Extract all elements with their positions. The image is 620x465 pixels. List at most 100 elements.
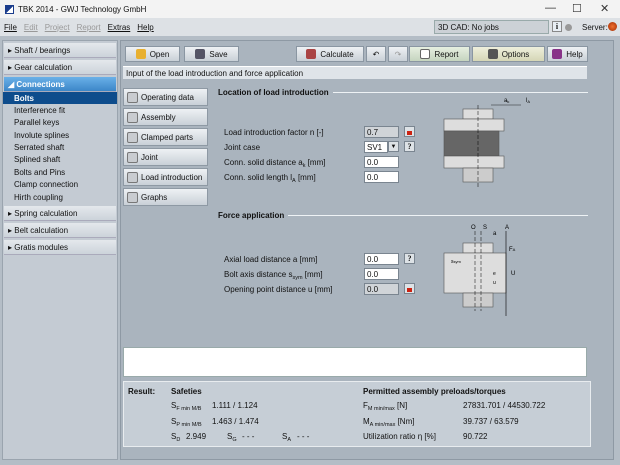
- sidebar: ▸ Shaft / bearings ▸ Gear calculation ◢ …: [2, 40, 118, 460]
- ak-label: Conn. solid distance ak [mm]: [224, 158, 326, 169]
- graphs-icon: [127, 191, 138, 203]
- server-status-icon: [608, 22, 617, 31]
- options-icon: [487, 49, 498, 59]
- sidebar-item-bolts[interactable]: Bolts: [3, 92, 117, 105]
- joint-case-label: Joint case: [224, 143, 261, 152]
- sa-value: - - -: [297, 432, 310, 441]
- joint-case-select[interactable]: SV1: [364, 141, 388, 153]
- a-field[interactable]: 0.0: [364, 253, 399, 265]
- sidebar-item-interference-fit[interactable]: Interference fit: [14, 105, 66, 115]
- sidebar-group-spring-calculation[interactable]: ▸ Spring calculation: [4, 205, 116, 221]
- lock-icon[interactable]: [404, 126, 415, 137]
- fm-value: 27831.701 / 44530.722: [463, 401, 546, 410]
- maximize-button[interactable]: ☐: [572, 3, 582, 15]
- ssym-label: Bolt axis distance ssym [mm]: [224, 270, 323, 281]
- disk-icon: [195, 49, 206, 59]
- svg-text:U: U: [511, 271, 515, 277]
- svg-text:ssym: ssym: [451, 259, 462, 265]
- joint-button[interactable]: Joint: [123, 148, 208, 166]
- svg-text:A: A: [505, 225, 509, 231]
- cad-status: 3D CAD: No jobs: [434, 20, 549, 34]
- status-dot-icon: [565, 24, 572, 31]
- a-label: Axial load distance a [mm]: [224, 255, 318, 264]
- sg-label: SG: [227, 432, 237, 443]
- sidebar-item-hirth-coupling[interactable]: Hirth coupling: [14, 192, 63, 202]
- svg-text:u: u: [493, 280, 496, 286]
- u-field: 0.0: [364, 283, 399, 295]
- force-application-diagram: O S A a ssym e u U FA: [443, 225, 516, 316]
- ak-diagram-label: ak: [504, 98, 509, 104]
- message-area: [123, 347, 587, 377]
- joint-icon: [127, 151, 138, 163]
- lock-icon[interactable]: [404, 283, 415, 294]
- load-introduction-diagram: ak lA: [443, 98, 530, 187]
- svg-text:S: S: [483, 225, 487, 231]
- report-button[interactable]: Report: [409, 46, 470, 62]
- sidebar-group-shaft-bearings[interactable]: ▸ Shaft / bearings: [4, 43, 116, 58]
- server-label: Server:: [582, 23, 608, 32]
- clamped-parts-button[interactable]: Clamped parts: [123, 128, 208, 146]
- sf-label: SF min M/B: [171, 401, 202, 412]
- menu-file[interactable]: File: [4, 22, 17, 32]
- sidebar-item-involute-splines[interactable]: Involute splines: [14, 130, 70, 140]
- calculate-button[interactable]: Calculate: [296, 46, 364, 62]
- svg-text:e: e: [493, 271, 496, 277]
- title-bar: TBK 2014 - GWJ Technology GmbH — ☐ ✕: [0, 0, 620, 18]
- a-help-button[interactable]: ?: [404, 253, 415, 264]
- sidebar-item-splined-shaft[interactable]: Splined shaft: [14, 155, 61, 165]
- sidebar-group-connections[interactable]: ◢ Connections: [4, 77, 116, 92]
- n-label: Load introduction factor n [-]: [224, 128, 324, 137]
- help-button[interactable]: Help: [547, 46, 588, 62]
- folder-icon: [135, 49, 146, 59]
- la-field[interactable]: 0.0: [364, 171, 399, 183]
- section-location-heading: Location of load introduction: [218, 88, 588, 97]
- graphs-button[interactable]: Graphs: [123, 188, 208, 206]
- close-button[interactable]: ✕: [600, 3, 610, 15]
- info-icon[interactable]: i: [552, 21, 562, 32]
- sp-label: SP min M/B: [171, 417, 202, 428]
- dropdown-arrow-icon[interactable]: ▼: [388, 141, 399, 152]
- page-subtitle: Input of the load introduction and force…: [123, 66, 587, 79]
- calculator-icon: [306, 49, 317, 59]
- window-title: TBK 2014 - GWJ Technology GmbH: [18, 4, 147, 14]
- load-introduction-button[interactable]: Load introduction: [123, 168, 208, 186]
- help-book-icon: [552, 49, 563, 59]
- sidebar-group-belt-calculation[interactable]: ▸ Belt calculation: [4, 222, 116, 238]
- svg-text:FA: FA: [509, 247, 516, 253]
- sidebar-item-parallel-keys[interactable]: Parallel keys: [14, 118, 60, 128]
- sidebar-group-gratis-modules[interactable]: ▸ Gratis modules: [4, 239, 116, 255]
- load-introduction-icon: [127, 171, 138, 183]
- undo-button[interactable]: ↶: [366, 46, 386, 62]
- utilization-label: Utilization ratio η [%]: [363, 432, 436, 441]
- menu-edit: Edit: [23, 22, 38, 32]
- sidebar-item-clamp-connection[interactable]: Clamp connection: [14, 180, 79, 190]
- sa-label: SA: [282, 432, 292, 443]
- section-force-heading: Force application: [218, 211, 588, 220]
- u-label: Opening point distance u [mm]: [224, 285, 333, 294]
- ma-value: 39.737 / 63.579: [463, 417, 519, 426]
- joint-help-button[interactable]: ?: [404, 141, 415, 152]
- redo-button: ↷: [388, 46, 408, 62]
- sidebar-item-serrated-shaft[interactable]: Serrated shaft: [14, 143, 65, 153]
- operating-data-icon: [127, 91, 138, 103]
- save-button[interactable]: Save: [184, 46, 239, 62]
- menu-help[interactable]: Help: [137, 22, 154, 32]
- result-label: Result:: [128, 387, 156, 396]
- menu-report: Report: [76, 22, 101, 32]
- svg-text:O: O: [471, 225, 476, 231]
- assembly-icon: [127, 111, 138, 123]
- sp-value: 1.463 / 1.474: [212, 417, 259, 426]
- menu-extras[interactable]: Extras: [107, 22, 131, 32]
- bolt-diagrams: ak lA O S A a ssym e u U FA: [443, 98, 530, 316]
- operating-data-button[interactable]: Operating data: [123, 88, 208, 106]
- open-button[interactable]: Open: [125, 46, 180, 62]
- ak-field[interactable]: 0.0: [364, 156, 399, 168]
- minimize-button[interactable]: —: [545, 2, 556, 14]
- options-button[interactable]: Options: [472, 46, 545, 62]
- sidebar-group-gear-calculation[interactable]: ▸ Gear calculation: [4, 60, 116, 75]
- sidebar-item-bolts-and-pins[interactable]: Bolts and Pins: [14, 167, 66, 177]
- report-icon: [420, 49, 431, 59]
- assembly-button[interactable]: Assembly: [123, 108, 208, 126]
- ssym-field[interactable]: 0.0: [364, 268, 399, 280]
- sg-value: - - -: [242, 432, 255, 441]
